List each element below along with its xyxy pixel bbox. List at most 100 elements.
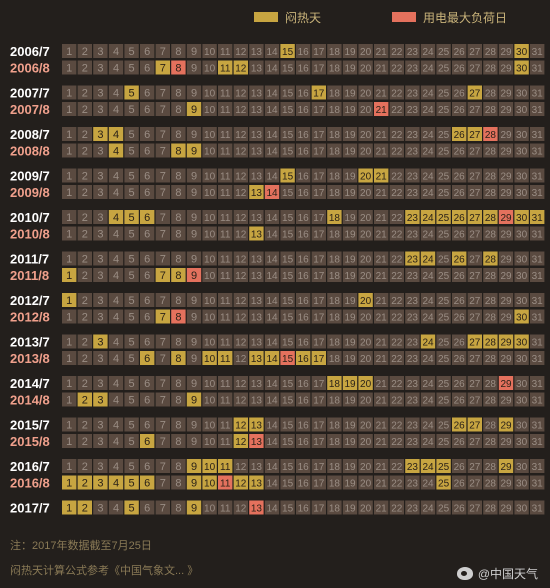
day-cell xyxy=(436,392,451,407)
day-number: 17 xyxy=(313,379,325,390)
month-row-2007-8: 2007/8 1 2 3 4 5 6 7 8 9 10 11 12 13 14 15 16 17 18 19 20 21 2… xyxy=(10,102,545,117)
day-cell xyxy=(483,60,498,75)
day-number: 12 xyxy=(235,89,247,100)
day-cell xyxy=(296,376,311,390)
day-number: 4 xyxy=(113,503,119,515)
day-number: 18 xyxy=(329,230,341,241)
day-cell xyxy=(530,268,545,282)
day-cell xyxy=(483,309,498,324)
day-cell xyxy=(436,143,451,158)
day-number: 9 xyxy=(191,461,197,473)
day-number: 27 xyxy=(469,313,481,324)
day-number: 3 xyxy=(97,129,103,141)
day-cell xyxy=(530,168,545,183)
day-number: 21 xyxy=(376,213,388,224)
day-cell xyxy=(436,417,451,432)
day-cell xyxy=(140,143,155,158)
day-cell xyxy=(374,351,389,365)
day-number: 19 xyxy=(344,396,356,407)
day-cell xyxy=(77,268,92,282)
day-cell xyxy=(249,251,264,266)
day-cell xyxy=(280,210,295,224)
day-cell xyxy=(155,334,170,349)
day-number: 21 xyxy=(376,296,388,307)
day-number: 19 xyxy=(344,130,356,141)
day-cell-hot xyxy=(264,351,280,365)
day-cell-peak xyxy=(498,376,514,390)
day-cell xyxy=(389,268,404,282)
day-cell-hot xyxy=(420,459,436,473)
day-cell xyxy=(498,127,514,141)
day-number: 15 xyxy=(282,255,294,266)
day-number: 26 xyxy=(454,130,466,141)
day-cell xyxy=(389,392,404,407)
day-cell xyxy=(405,60,420,75)
day-cell xyxy=(280,127,295,141)
day-number: 8 xyxy=(175,212,181,224)
day-number: 6 xyxy=(144,171,150,183)
day-number: 15 xyxy=(282,230,294,241)
day-number: 30 xyxy=(516,172,528,183)
day-number: 24 xyxy=(422,47,434,58)
day-number: 13 xyxy=(251,421,263,432)
day-cell xyxy=(327,251,342,266)
day-cell xyxy=(202,392,217,407)
day-cell-peak xyxy=(374,102,389,116)
day-number: 18 xyxy=(329,462,341,473)
day-number: 6 xyxy=(144,461,150,473)
day-number: 23 xyxy=(407,64,419,75)
day-number: 17 xyxy=(313,313,325,324)
day-number: 22 xyxy=(391,230,403,241)
day-number: 15 xyxy=(282,172,294,183)
day-number: 17 xyxy=(313,271,325,282)
month-row-2015-8: 2015/8 1 2 3 4 5 6 7 8 9 10 11 12 13 14 15 16 17 18 19 20 21 2… xyxy=(10,434,545,449)
day-number: 8 xyxy=(175,146,181,158)
day-number: 12 xyxy=(235,421,247,432)
day-cell xyxy=(186,251,202,266)
day-cell xyxy=(296,44,311,58)
day-cell-hot xyxy=(218,351,233,365)
day-cell xyxy=(264,293,280,307)
day-number: 5 xyxy=(129,63,135,75)
day-number: 5 xyxy=(129,171,135,183)
day-cell xyxy=(467,251,482,266)
day-cell-hot xyxy=(498,459,514,473)
day-cell xyxy=(530,251,545,266)
day-number: 20 xyxy=(360,396,372,407)
day-number: 27 xyxy=(469,462,481,473)
day-cell xyxy=(420,44,436,58)
day-cell xyxy=(280,251,295,266)
day-cell xyxy=(342,44,358,58)
day-number: 5 xyxy=(129,212,135,224)
day-number: 22 xyxy=(391,421,403,432)
day-cell xyxy=(342,143,358,158)
day-number: 9 xyxy=(191,420,197,432)
day-number: 28 xyxy=(485,396,497,407)
day-number: 5 xyxy=(129,88,135,100)
day-number: 20 xyxy=(360,213,372,224)
day-cell-peak xyxy=(249,434,264,448)
day-cell xyxy=(264,459,280,473)
day-number: 24 xyxy=(422,296,434,307)
day-number: 25 xyxy=(438,504,450,515)
day-number: 8 xyxy=(175,353,181,365)
day-number: 11 xyxy=(220,105,231,116)
day-number: 15 xyxy=(282,105,294,116)
day-number: 24 xyxy=(422,313,434,324)
day-number: 18 xyxy=(329,271,341,282)
day-cell xyxy=(202,127,217,141)
day-number: 6 xyxy=(144,378,150,390)
day-cell xyxy=(233,102,248,116)
day-number: 14 xyxy=(266,271,278,282)
day-cell xyxy=(374,185,389,199)
day-cell xyxy=(498,293,514,307)
day-cell-hot xyxy=(498,417,514,432)
day-number: 23 xyxy=(407,354,419,365)
day-number: 9 xyxy=(191,378,197,390)
day-number: 2 xyxy=(82,353,88,365)
day-number: 6 xyxy=(144,88,150,100)
day-number: 3 xyxy=(97,88,103,100)
day-number: 16 xyxy=(298,105,310,116)
day-cell xyxy=(186,434,202,448)
day-cell xyxy=(530,334,545,349)
